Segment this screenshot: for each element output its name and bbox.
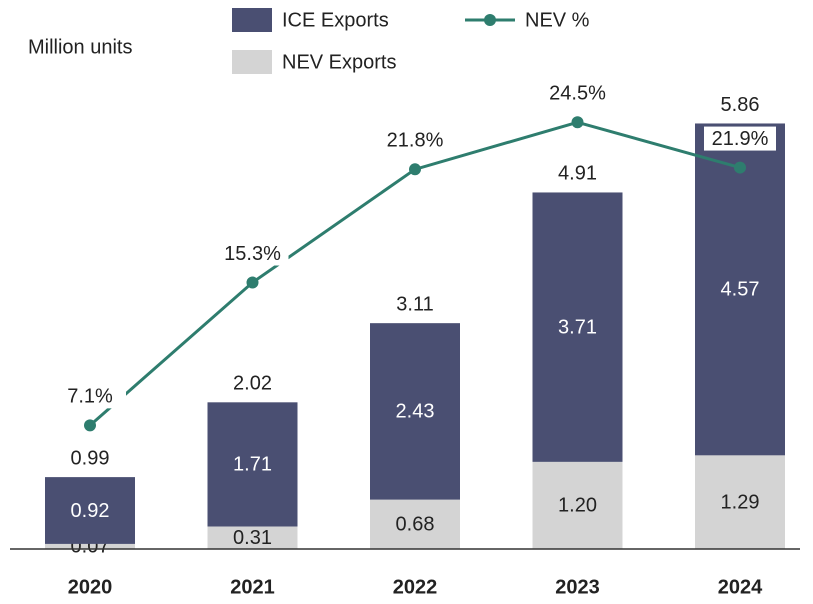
bar-segment bbox=[370, 499, 460, 549]
data-label: 1.71 bbox=[233, 454, 272, 476]
total-label: 5.86 bbox=[721, 94, 760, 116]
total-label: 4.91 bbox=[558, 163, 597, 185]
bar-segment bbox=[207, 526, 298, 549]
bar-segment bbox=[695, 455, 785, 549]
x-tick-label: 2021 bbox=[230, 576, 275, 598]
label-bg bbox=[704, 126, 776, 151]
line-point bbox=[84, 419, 96, 432]
x-tick-label: 2020 bbox=[68, 576, 113, 598]
total-label: 3.11 bbox=[396, 293, 433, 315]
bar-segment bbox=[695, 123, 785, 456]
label-bg bbox=[54, 384, 126, 409]
bar-segment bbox=[370, 323, 460, 500]
line-point bbox=[571, 116, 584, 129]
label-bg bbox=[379, 128, 451, 153]
line-point bbox=[734, 161, 746, 174]
bar-segment bbox=[207, 402, 298, 527]
data-label: 2.43 bbox=[396, 401, 435, 423]
data-label: 21.9% bbox=[712, 128, 769, 150]
data-label: 24.5% bbox=[549, 83, 606, 105]
data-label: 4.57 bbox=[721, 279, 760, 301]
data-label: 0.68 bbox=[396, 514, 435, 536]
x-tick-label: 2023 bbox=[555, 576, 600, 598]
label-bg bbox=[541, 81, 614, 106]
data-label: 3.71 bbox=[558, 316, 597, 338]
bar-segment bbox=[532, 461, 623, 549]
legend-label: ICE Exports bbox=[282, 9, 389, 31]
legend-swatch bbox=[484, 14, 496, 26]
data-label: 1.20 bbox=[558, 495, 597, 517]
data-label: 0.92 bbox=[71, 500, 110, 522]
bar-segment bbox=[45, 543, 135, 549]
legend-label: NEV % bbox=[525, 9, 590, 31]
line-point bbox=[409, 163, 421, 176]
total-label: 0.99 bbox=[71, 447, 110, 469]
bar-segment bbox=[532, 192, 623, 462]
total-label: 2.02 bbox=[233, 373, 272, 395]
y-axis-label: Million units bbox=[28, 36, 132, 58]
x-tick-label: 2022 bbox=[393, 576, 438, 598]
bar-segment bbox=[45, 477, 135, 544]
data-label: 21.8% bbox=[387, 130, 444, 152]
label-bg bbox=[216, 241, 289, 266]
data-label: 15.3% bbox=[224, 243, 281, 265]
data-label: 7.1% bbox=[67, 386, 113, 408]
x-tick-label: 2024 bbox=[718, 576, 763, 598]
data-label: 1.29 bbox=[721, 491, 760, 513]
line-point bbox=[246, 276, 259, 289]
data-label: 0.31 bbox=[233, 527, 272, 549]
legend-swatch bbox=[232, 50, 272, 74]
legend-label: NEV Exports bbox=[282, 51, 396, 73]
legend-swatch bbox=[232, 8, 272, 32]
